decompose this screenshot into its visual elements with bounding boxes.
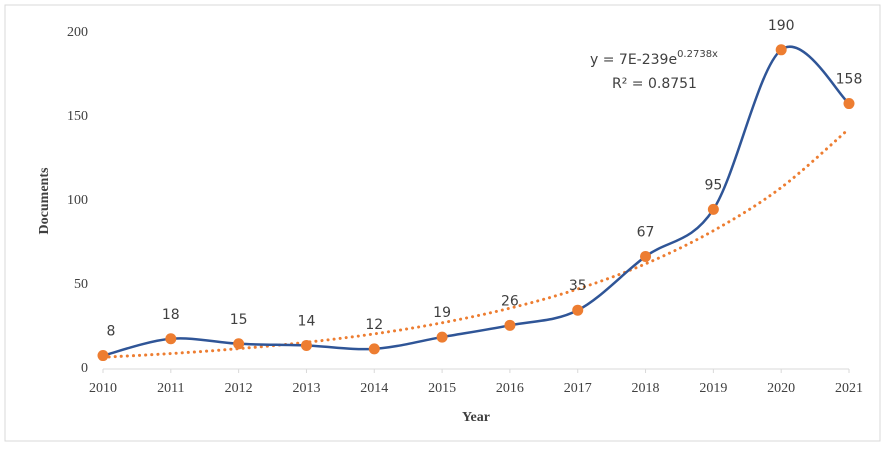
exponent: 0.2738x	[677, 49, 718, 60]
equation: y = 7E-239e	[590, 52, 677, 68]
x-tick-label: 2017	[564, 381, 592, 396]
x-tick-label: 2012	[225, 381, 253, 396]
marker	[233, 338, 245, 350]
y-tick-label: 100	[67, 193, 88, 208]
x-tick-label: 2010	[89, 381, 117, 396]
data-label: 18	[162, 307, 180, 323]
x-tick-label: 2014	[360, 381, 388, 396]
data-label: 26	[501, 293, 519, 309]
marker	[300, 339, 312, 351]
x-tick-label: 2020	[767, 381, 795, 396]
marker	[368, 343, 380, 355]
x-tick-label: 2019	[699, 381, 727, 396]
y-tick-label: 0	[81, 361, 88, 376]
x-tick-label: 2015	[428, 381, 456, 396]
y-tick-label: 150	[67, 109, 88, 124]
trend-equation: y = 7E-239e0.2738x	[590, 49, 718, 68]
x-tick-label: 2013	[292, 381, 320, 396]
data-label: 67	[637, 224, 655, 240]
marker	[775, 44, 787, 56]
data-label: 14	[298, 313, 316, 329]
marker	[843, 98, 855, 110]
data-label: 35	[569, 278, 587, 294]
y-tick-label: 50	[74, 277, 88, 292]
chart-frame	[4, 4, 881, 442]
marker	[165, 333, 177, 345]
data-label: 158	[836, 72, 863, 88]
x-tick-label: 2021	[835, 381, 863, 396]
marker	[436, 331, 448, 343]
x-axis-title: Year	[462, 410, 490, 425]
data-label: 95	[704, 177, 722, 193]
r-squared: R² = 0.8751	[612, 76, 697, 92]
data-label: 19	[433, 305, 451, 321]
data-label: 190	[768, 18, 795, 34]
marker	[504, 319, 516, 331]
marker	[640, 250, 652, 262]
marker	[97, 350, 109, 362]
data-label: 12	[365, 317, 383, 333]
trend-line	[101, 127, 851, 359]
marker	[707, 203, 719, 215]
x-tick-label: 2018	[632, 381, 660, 396]
x-tick-label: 2011	[157, 381, 184, 396]
x-tick-label: 2016	[496, 381, 524, 396]
y-tick-label: 200	[67, 25, 88, 40]
y-axis-title: Documents	[37, 167, 52, 234]
data-label: 8	[107, 324, 116, 340]
marker	[572, 304, 584, 316]
data-label: 15	[230, 312, 248, 328]
